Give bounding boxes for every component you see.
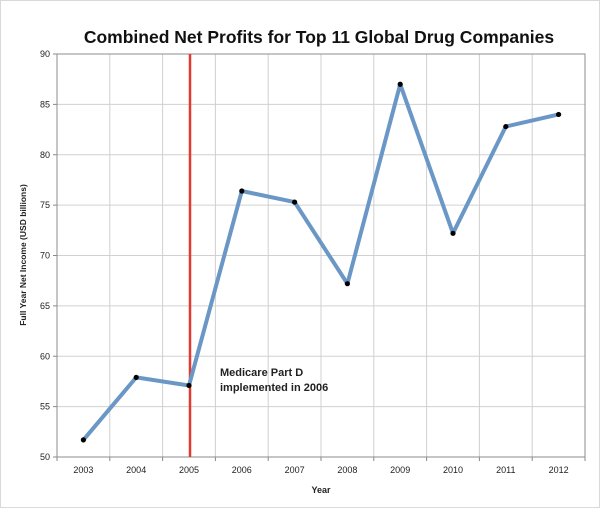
x-tick-label: 2004 (126, 465, 146, 475)
x-tick-label: 2010 (443, 465, 463, 475)
y-tick-label: 85 (40, 99, 50, 109)
series-line (81, 82, 561, 442)
y-tick-label: 65 (40, 301, 50, 311)
x-tick-label: 2005 (179, 465, 199, 475)
y-tick-label: 90 (40, 49, 50, 59)
y-tick-label: 75 (40, 200, 50, 210)
axes (53, 53, 586, 461)
data-point (344, 281, 350, 287)
annotation-line-1: Medicare Part D (220, 367, 303, 379)
plot-border (56, 53, 586, 458)
x-tick-label: 2003 (73, 465, 93, 475)
grid (56, 53, 586, 458)
data-point (397, 81, 403, 87)
data-points (80, 81, 562, 443)
data-point (239, 188, 245, 194)
y-tick-label: 60 (40, 351, 50, 361)
y-tick-label: 55 (40, 402, 50, 412)
data-point (503, 123, 509, 130)
chart-title: Combined Net Profits for Top 11 Global D… (84, 27, 555, 47)
y-tick-label: 70 (40, 251, 50, 261)
x-tick-label: 2009 (390, 465, 410, 475)
x-tick-labels: 2003 2004 2005 2006 2007 2008 2009 2010 2011 2012 (73, 465, 568, 475)
x-tick-label: 2011 (496, 465, 515, 475)
x-axis-label: Year (311, 485, 331, 495)
y-axis-label: Full Year Net Income (USD billions) (18, 184, 28, 326)
y-tick-labels: 50 55 60 65 70 75 80 85 90 (40, 49, 50, 462)
data-point (133, 374, 139, 381)
x-tick-label: 2012 (549, 465, 569, 475)
annotation-line-2: implemented in 2006 (220, 382, 328, 394)
data-point (556, 111, 562, 118)
x-tick-label: 2007 (285, 465, 305, 475)
y-tick-label: 50 (40, 452, 50, 462)
data-point (186, 382, 192, 389)
data-point (80, 437, 86, 443)
x-tick-label: 2008 (337, 465, 357, 475)
data-point (292, 199, 298, 205)
series (81, 54, 561, 457)
y-tick-label: 80 (40, 150, 50, 160)
data-point (450, 230, 456, 236)
x-tick-label: 2006 (232, 465, 252, 475)
